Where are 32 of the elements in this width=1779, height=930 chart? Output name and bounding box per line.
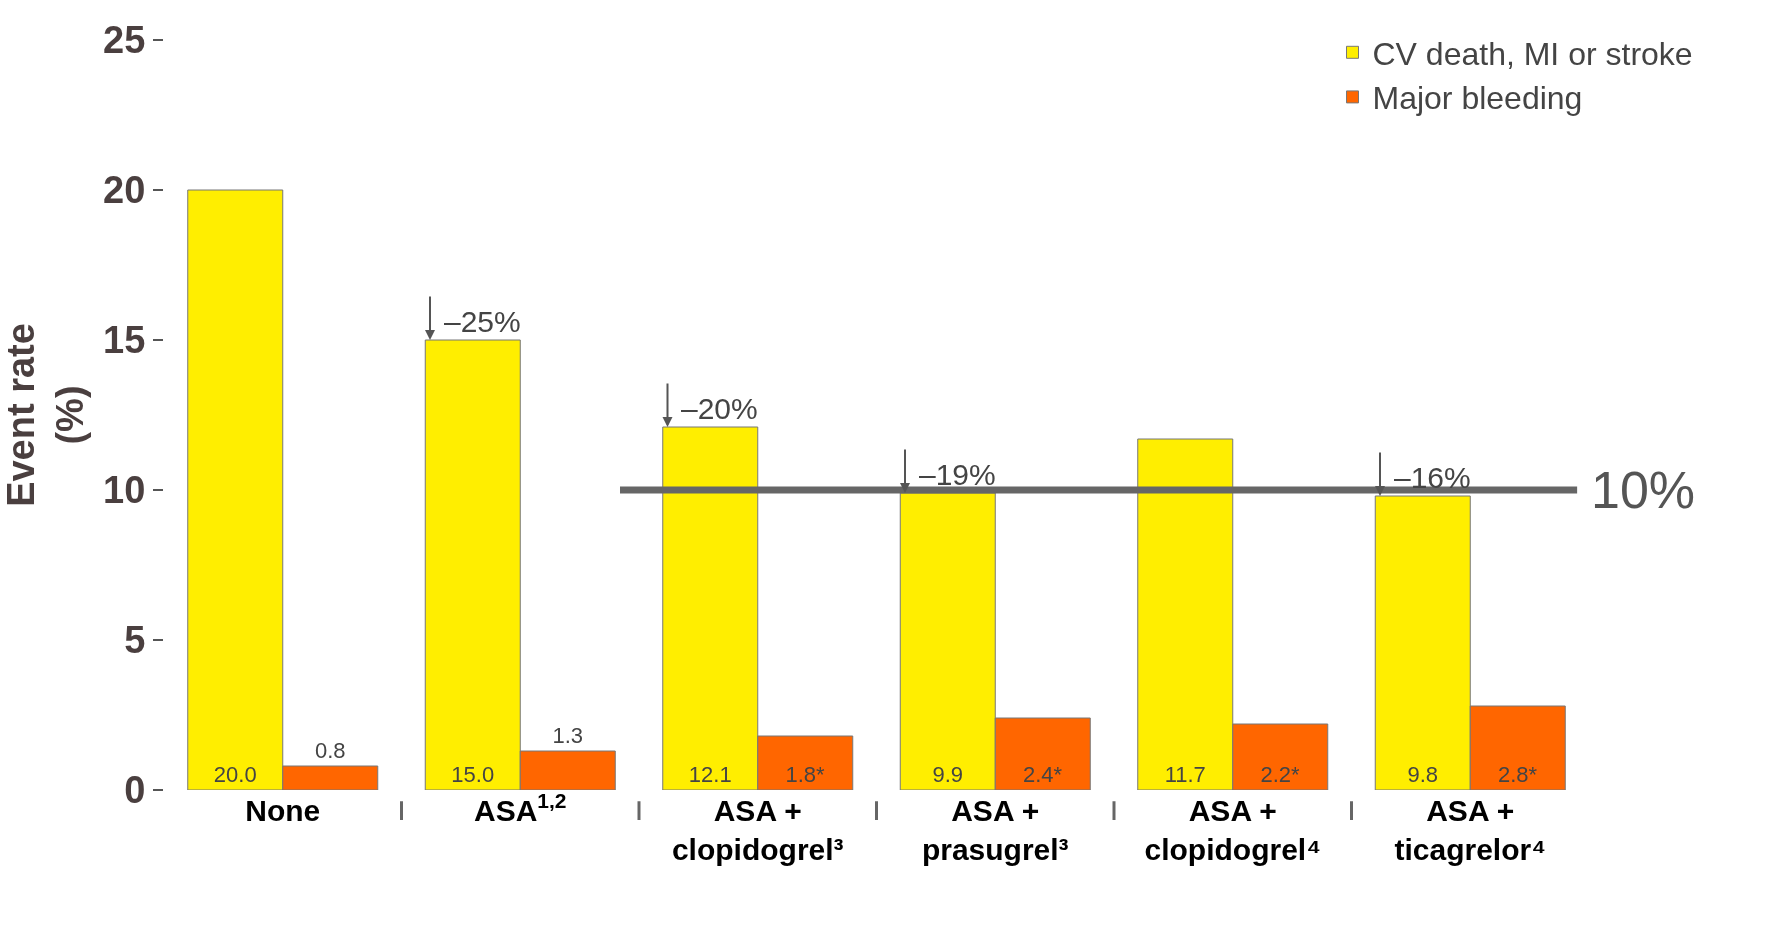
x-tick-label: ASA + clopidogrel⁴	[1144, 794, 1322, 866]
y-tick-label: 25	[103, 19, 146, 62]
legend-label: Major bleeding	[1372, 80, 1583, 117]
data-label: 2.4*	[1022, 762, 1063, 787]
y-tick-label: 15	[103, 319, 146, 362]
data-label: 12.1	[688, 762, 732, 787]
annotation: –19%	[919, 458, 996, 491]
data-label: 1.8*	[785, 762, 826, 787]
data-label: 9.9	[932, 762, 964, 787]
data-label: 11.7	[1164, 762, 1206, 787]
y-tick-label: 20	[103, 169, 146, 212]
x-tick-label: ASA$^{1,2}$	[473, 789, 567, 827]
annotation: –16%	[1394, 461, 1471, 494]
annotation: –20%	[681, 392, 758, 425]
x-tick-label: None	[245, 794, 321, 827]
y-tick-label: 10	[103, 469, 146, 512]
x-tick-label: ASA + prasugrel³	[921, 794, 1069, 866]
y-tick-label: 5	[124, 619, 146, 662]
annotation: –25%	[444, 305, 521, 338]
data-label: 20.0	[213, 762, 257, 787]
y-tick-label: 0	[124, 769, 146, 812]
ref-line-label: 10%	[1591, 461, 1696, 519]
data-label: 15.0	[451, 762, 495, 787]
legend-label: CV death, MI or stroke	[1372, 35, 1693, 72]
data-label: 9.8	[1407, 762, 1439, 787]
x-tick-label: ASA + clopidogrel³	[671, 794, 844, 866]
data-label: 2.8*	[1497, 762, 1538, 787]
data-label: 0.8	[314, 738, 346, 763]
x-tick-label: ASA + ticagrelor⁴	[1394, 794, 1547, 866]
y-axis-title: Event rate (%)	[0, 323, 92, 507]
data-label: 1.3	[552, 723, 584, 748]
data-label: 2.2*	[1260, 762, 1301, 787]
